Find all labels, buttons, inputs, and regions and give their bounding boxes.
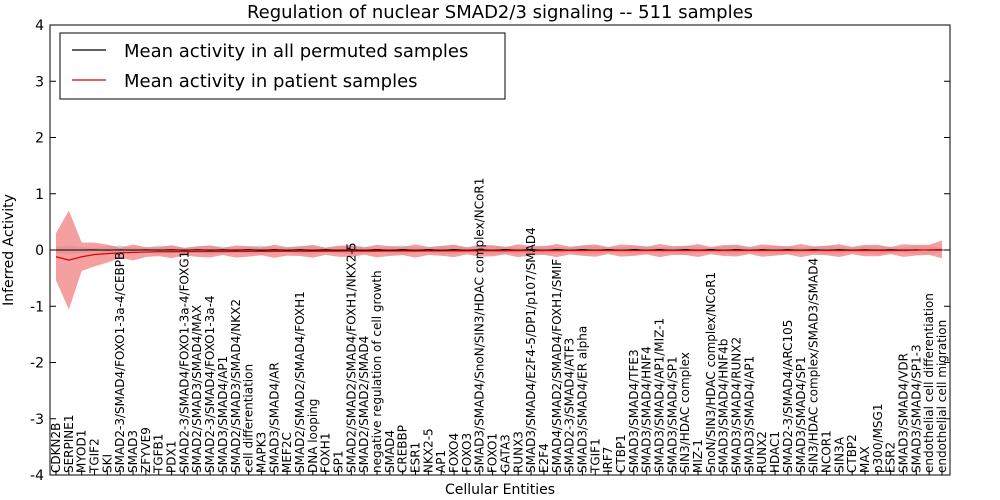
entity-label: SMAD3/SMAD4/VDR xyxy=(896,353,910,473)
entity-label: ZFYVE9 xyxy=(139,427,153,473)
entity-label: SIN3/HDAC complex xyxy=(678,352,692,473)
x-axis-ticks xyxy=(55,470,943,475)
entity-label: NCOR1 xyxy=(819,430,833,473)
entity-label: RUNX3 xyxy=(511,431,525,473)
entity-label: SnoN/SIN3/HDAC complex/NCoR1 xyxy=(704,272,718,473)
entity-label: SMAD2-3/SMAD4/FOXO1-3a-4 xyxy=(203,295,217,473)
entity-label: SMAD3/SMAD4/SnoN/SIN3/HDAC complex/NCoR1 xyxy=(473,178,487,473)
entity-label: CTBP1 xyxy=(614,434,628,473)
entity-label: endothelial cell differentiation xyxy=(922,293,936,473)
entity-label: SKI xyxy=(100,454,114,473)
entity-label: SMAD2/SMAD2/SMAD4/FOXH1/NKX2-5 xyxy=(344,243,358,473)
entity-label: p300/MSG1 xyxy=(871,404,885,473)
entity-label: CREBBP xyxy=(396,425,410,473)
entity-label: MAX xyxy=(858,446,872,473)
y-tick-label: -3 xyxy=(30,412,44,428)
entity-label: FOXO4 xyxy=(447,433,461,473)
entity-label: SMAD3/SMAD4/HNF4 xyxy=(640,346,654,473)
entity-label: negative regulation of cell growth xyxy=(370,270,384,473)
entity-label: SMAD2/SMAD3/SMAD4/MAX xyxy=(190,305,204,473)
entity-label: RUNX2 xyxy=(755,431,769,473)
entity-label: MYOD1 xyxy=(75,430,89,473)
entity-label: MIZ-1 xyxy=(691,439,705,473)
y-tick-label: -4 xyxy=(30,468,44,484)
entity-label: TGIF1 xyxy=(588,438,602,474)
entity-label: cell differentiation xyxy=(242,364,256,473)
entity-label: NKX2-5 xyxy=(421,428,435,473)
entity-label: SIN3/HDAC complex/SMAD3/SMAD4 xyxy=(807,258,821,473)
entity-label: SMAD2/SMAD2/SMAD4/FOXH1 xyxy=(293,291,307,473)
y-tick-label: 3 xyxy=(35,74,44,90)
y-tick-label: 1 xyxy=(35,187,44,203)
entity-label: GATA3 xyxy=(498,434,512,473)
entity-label: TGIF2 xyxy=(88,438,102,474)
entity-label: SMAD3/SMAD4/AR xyxy=(267,362,281,473)
entity-label: SMAD4/SMAD2/SMAD4/FOXH1/SMIF xyxy=(550,259,564,473)
y-tick-label: 0 xyxy=(35,243,44,259)
entity-label: SMAD4 xyxy=(383,430,397,473)
entity-label: SMAD3/SMAD4/RUNX2 xyxy=(730,337,744,473)
y-axis-ticks: -4 -3 -2 -1 0 1 2 3 4 xyxy=(30,18,950,484)
entity-label: SMAD3/SMAD4/HNF4b xyxy=(717,339,731,473)
entity-label: endothelial cell migration xyxy=(935,320,949,473)
entity-label: DNA looping xyxy=(306,399,320,473)
entity-label: SMAD3/SMAD4/AP1/MIZ-1 xyxy=(653,318,667,473)
entity-label: ESR1 xyxy=(409,442,423,473)
x-axis-label: Cellular Entities xyxy=(445,482,555,498)
entity-label: SMAD3/SMAD4/AP1 xyxy=(216,356,230,473)
entity-label: CTBP2 xyxy=(845,434,859,473)
entity-label: SMAD3/SMAD4/TFE3 xyxy=(627,349,641,473)
series-lines xyxy=(50,248,950,261)
entity-label: SMAD2-3/SMAD4/ARC105 xyxy=(781,320,795,473)
entity-label: MAPK3 xyxy=(254,432,268,473)
entity-label: SMAD2-3/SMAD4/FOXO1-3a-4/FOXG1 xyxy=(177,251,191,473)
entity-label: SMAD3/SMAD4/E2F4-5/DP1/p107/SMAD4 xyxy=(524,227,538,473)
entity-label: IRF7 xyxy=(601,447,615,473)
entity-label: SMAD2-3/SMAD4/FOXO1-3a-4/CEBPB xyxy=(113,252,127,473)
entity-label: SMAD2-3/SMAD4/ATF3 xyxy=(563,338,577,473)
legend-box xyxy=(59,32,506,100)
y-tick-label: -2 xyxy=(30,356,44,372)
entity-label: SERPINE1 xyxy=(62,414,76,473)
entity-label: CDKN2B xyxy=(49,423,63,473)
entity-label: AP1 xyxy=(434,450,448,473)
legend-permuted-label: Mean activity in all permuted samples xyxy=(124,41,468,62)
patient-mean-line xyxy=(55,248,943,261)
entity-label: SMAD3/SMAD4/SP1-3 xyxy=(909,344,923,473)
entity-label: SMAD3/SMAD4/SP1 xyxy=(794,356,808,473)
entity-label: FOXO3 xyxy=(460,433,474,473)
entity-label: HDAC1 xyxy=(768,431,782,473)
entity-label: SMAD2/SMAD3/SMAD4/NKX2 xyxy=(229,299,243,473)
y-tick-label: 4 xyxy=(35,18,44,34)
entity-label: FOXH1 xyxy=(319,433,333,473)
legend-patient-label: Mean activity in patient samples xyxy=(124,71,418,92)
entity-label: PDX1 xyxy=(165,441,179,473)
entity-label: E2F4 xyxy=(537,443,551,473)
entity-label: SIN3A xyxy=(832,436,846,473)
y-axis-label: Inferred Activity xyxy=(1,194,17,306)
entity-label: SMAD3 xyxy=(126,430,140,473)
entity-label: SMAD3/SMAD4/AP1 xyxy=(742,356,756,473)
legend: Mean activity in all permuted samples Me… xyxy=(59,32,506,100)
entity-label: ESR2 xyxy=(884,442,898,473)
entity-label: MEF2C xyxy=(280,432,294,473)
entity-labels: CDKN2BSERPINE1MYOD1TGIF2SKISMAD2-3/SMAD4… xyxy=(49,178,949,474)
chart-title: Regulation of nuclear SMAD2/3 signaling … xyxy=(247,2,753,23)
entity-label: FOXO1 xyxy=(486,433,500,473)
entity-label: TGFB1 xyxy=(152,434,166,474)
entity-label: SMAD2/SMAD2/SMAD4 xyxy=(357,336,371,473)
entity-label: SMAD3/SMAD4/ER alpha xyxy=(575,326,589,473)
y-tick-label: 2 xyxy=(35,131,44,147)
entity-label: SP1 xyxy=(331,451,345,474)
entity-label: SMAD3/SMAD4/SP1 xyxy=(665,356,679,473)
y-tick-label: -1 xyxy=(30,299,44,315)
